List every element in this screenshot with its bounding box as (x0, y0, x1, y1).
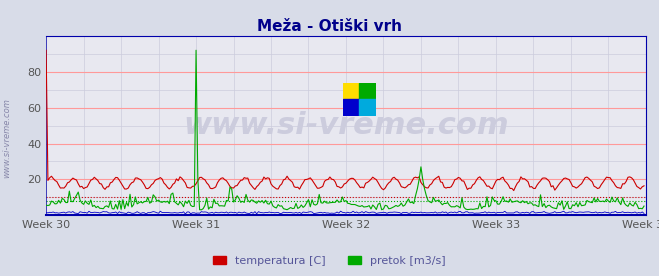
Text: Meža - Otiški vrh: Meža - Otiški vrh (257, 19, 402, 34)
Bar (359, 83, 376, 99)
Bar (343, 99, 359, 116)
Text: www.si-vreme.com: www.si-vreme.com (2, 98, 11, 178)
Bar (359, 99, 376, 116)
Bar (343, 83, 359, 99)
Text: www.si-vreme.com: www.si-vreme.com (183, 111, 509, 140)
Legend: temperatura [C], pretok [m3/s]: temperatura [C], pretok [m3/s] (209, 251, 450, 270)
